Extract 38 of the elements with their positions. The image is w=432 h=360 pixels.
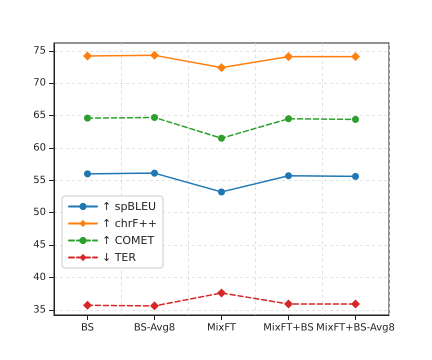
point [84,114,91,122]
x-tick-label: MixFT+BS-Avg8 [316,322,395,334]
x-tick-label: BS-Avg8 [134,322,176,334]
point [284,52,293,62]
y-tick-label: 40 [33,272,46,283]
y-tick-label: 45 [33,240,46,251]
point [285,172,292,180]
point [352,116,359,123]
point [151,170,158,177]
legend-label: ↑ COMET [102,234,154,247]
y-tick-label: 70 [33,78,46,89]
legend-label: ↓ TER [102,251,136,264]
point [217,63,226,72]
y-tick-label: 35 [33,304,46,316]
point [150,50,159,60]
legend-label: ↑ chrF++ [102,217,158,230]
point [83,300,92,310]
y-tick-label: 60 [33,142,46,154]
x-tick-label: MixFT+BS [263,322,314,334]
point [217,288,226,298]
y-tick-label: 50 [33,207,46,218]
point [83,51,92,60]
x-tick-label: BS [80,322,94,334]
point [84,170,91,178]
point [285,115,292,122]
x-tick-label: MixFT [206,322,237,334]
point [218,134,225,142]
y-tick-label: 55 [33,174,46,186]
point [218,188,225,196]
point [151,114,158,121]
point [351,299,360,308]
point [284,299,293,308]
y-tick-label: 75 [33,45,46,56]
point [351,52,360,62]
y-tick-label: 65 [33,110,46,122]
point [352,172,359,180]
point [150,301,159,310]
legend-label: ↑ spBLEU [102,200,156,213]
